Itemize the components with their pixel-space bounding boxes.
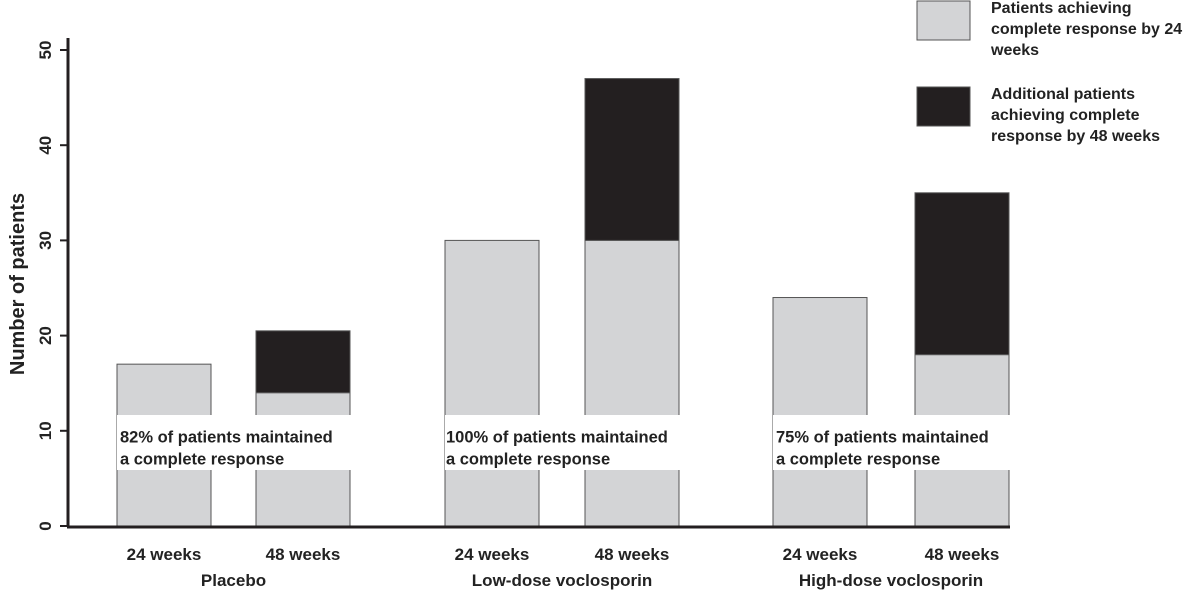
legend-swatch <box>916 0 971 41</box>
y-tick-label: 30 <box>36 231 55 250</box>
y-tick-label: 20 <box>36 326 55 345</box>
legend-label: Additional patients <box>991 86 1135 103</box>
bar-segment <box>255 330 351 394</box>
legend-label: achieving complete <box>991 107 1140 124</box>
x-tick-label: 24 weeks <box>455 545 530 564</box>
bars-layer <box>116 78 1010 527</box>
legend-swatch <box>916 86 971 127</box>
y-axis-label: Number of patients <box>7 193 29 375</box>
annotation-text: 100% of patients maintained <box>446 428 668 446</box>
annotation-text: 75% of patients maintained <box>776 428 989 446</box>
y-tick-label: 50 <box>36 41 55 60</box>
bar-segment <box>914 192 1010 356</box>
x-tick-label: 48 weeks <box>266 545 341 564</box>
annotation-text: a complete response <box>446 450 610 468</box>
bar-segment <box>772 297 868 527</box>
legend-label: complete response by 24 <box>991 21 1182 38</box>
legend: Patients achieving complete response by 2… <box>916 0 1182 145</box>
y-tick-label: 10 <box>36 421 55 440</box>
bar-segment <box>584 78 680 241</box>
x-tick-label: 48 weeks <box>595 545 670 564</box>
annotations-layer: 82% of patients maintained a complete res… <box>117 415 1013 470</box>
x-tick-label: 24 weeks <box>127 545 202 564</box>
group-label: Placebo <box>201 571 266 590</box>
y-tick-label: 40 <box>36 136 55 155</box>
annotation-box <box>117 415 352 470</box>
bar-segment <box>444 239 540 527</box>
x-tick-label: 48 weeks <box>925 545 1000 564</box>
group-label: High-dose voclosporin <box>799 571 983 590</box>
y-tick-label: 0 <box>36 521 55 530</box>
annotation-text: a complete response <box>776 450 940 468</box>
x-tick-label: 24 weeks <box>783 545 858 564</box>
annotation-text: a complete response <box>120 450 284 468</box>
annotation-box <box>773 415 1013 470</box>
legend-label: weeks <box>990 42 1039 59</box>
bar-segment <box>584 239 680 527</box>
annotation-text: 82% of patients maintained <box>120 428 333 446</box>
annotation-box <box>445 415 685 470</box>
group-label: Low-dose voclosporin <box>472 571 652 590</box>
legend-label: Patients achieving <box>991 0 1132 17</box>
legend-label: response by 48 weeks <box>991 128 1160 145</box>
